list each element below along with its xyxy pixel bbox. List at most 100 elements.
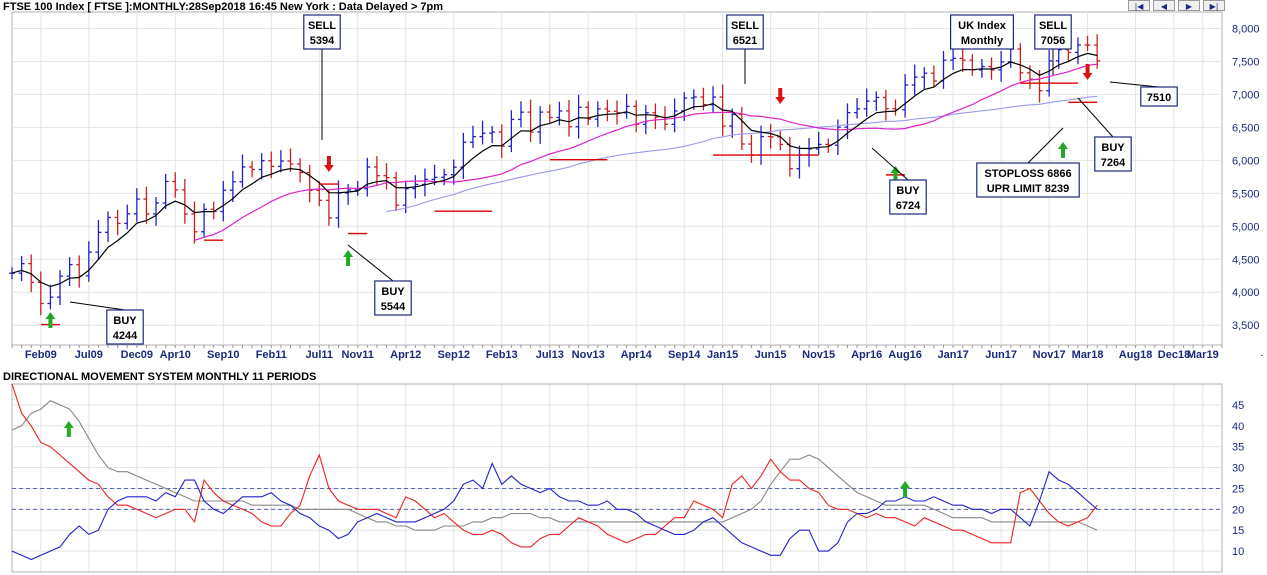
callout-text: SELL [731,20,759,32]
ohlc-bar [316,181,323,207]
callout-text: 4244 [113,330,138,342]
ohlc-bar [306,164,313,203]
x-tick-label: Apr10 [160,349,191,361]
ohlc-bar [393,171,400,212]
ohlc-bar [882,89,889,121]
x-tick-label: Apr14 [621,349,653,361]
x-tick-label: Sep10 [207,349,239,361]
ohlc-bar [854,97,861,119]
callout-line [1077,97,1114,138]
ohlc-bar [325,189,332,226]
callout-text: BUY [896,185,920,197]
sell-signal-arrow [323,156,334,172]
ohlc-bar [57,270,64,306]
y-tick-label: 7,000 [1232,89,1260,101]
ohlc-bar [930,65,937,87]
sell-signal-arrow [775,88,786,104]
ohlc-bar [585,101,592,126]
ohlc-bar [642,105,649,135]
ohlc-bar [565,100,572,137]
ohlc-bar [604,99,611,122]
buy-signal-label: BUY 5544 [347,244,412,316]
ohlc-bar [1094,34,1101,69]
ohlc-bar [450,159,457,185]
nav-prev-button[interactable]: ◀ [1153,0,1175,11]
x-tick-label: Nov17 [1033,349,1066,361]
x-tick-label: Nov13 [572,349,605,361]
buy-signal-label: BUY 7264 [1077,97,1132,172]
y-tick-label: 3,500 [1232,320,1260,332]
ohlc-bar [527,99,534,142]
ohlc-bar [652,103,659,129]
x-tick-label: Apr16 [851,349,882,361]
nav-first-button[interactable]: |◀ [1128,0,1150,11]
x-tick-label: Nov11 [342,349,374,361]
x-tick-label: Dec09 [121,349,153,361]
ohlc-bar [133,188,140,222]
callout-text: 7510 [1147,92,1171,104]
ohlc-bar [18,256,25,282]
ohlc-bar [172,172,179,198]
ohlc-bar [594,101,601,128]
sell-signal-arrow [1082,64,1093,80]
callout-text: 5544 [381,301,406,313]
ohlc-bar [345,183,352,205]
x-tick-label: Jun17 [985,349,1017,361]
y-tick-label: 8,000 [1232,23,1260,35]
uk-index-label: UK Index Monthly [949,14,1014,50]
mid-moving-average-line [194,63,1098,241]
ohlc-bar [537,106,544,144]
callout-text: UPR LIMIT 8239 [987,183,1070,195]
long-moving-average-line [386,95,1098,213]
ohlc-bar [258,153,265,180]
ohlc-bar [767,124,774,149]
ohlc-bar [47,284,54,310]
dms-y-tick-label: 45 [1232,400,1244,412]
x-tick-label: Sep14 [668,349,701,361]
ohlc-bar [201,203,208,238]
ohlc-bar [153,197,160,226]
x-tick-label: Sep12 [438,349,470,361]
x-tick-label: Jul11 [306,349,334,361]
callout-box [949,14,1014,50]
nav-last-button[interactable]: ▶| [1203,0,1225,11]
x-tick-label: Jan17 [938,349,969,361]
callout-box [106,309,144,345]
y-tick-label: 4,500 [1232,254,1260,266]
dms-y-tick-label: 25 [1232,483,1244,495]
ohlc-bar [373,156,380,186]
adx-line [11,400,1098,531]
last-price-label: 7510 [1109,81,1178,107]
dms-panel [11,383,1223,573]
nav-next-button[interactable]: ▶ [1178,0,1200,11]
sell-signal-label: SELL 7056 [1034,14,1072,75]
ohlc-bar [239,154,246,188]
ohlc-bar [902,74,909,118]
ohlc-bar [124,204,131,230]
ohlc-bar [517,101,524,128]
buy-signal-label: BUY 4244 [69,301,144,345]
x-tick-label: Jul13 [536,349,564,361]
dms-y-tick-label: 35 [1232,442,1244,454]
callout-text: STOPLOSS 6866 [984,168,1071,180]
stoploss-label: STOPLOSS 6866 UPR LIMIT 8239 [976,127,1080,198]
ohlc-bar [249,161,256,178]
ohlc-bar [556,101,563,126]
buy-signal-arrow [45,312,56,328]
callout-text: 6521 [733,35,757,47]
callout-box [1094,136,1132,172]
callout-text: UK Index [958,20,1007,32]
ohlc-bar [950,47,957,71]
x-tick-label: Jan15 [707,349,738,361]
dms-buy-arrow [63,421,74,437]
sell-signal-label: SELL 6521 [726,14,764,84]
ohlc-bar [220,180,227,222]
x-tick-label: Jul09 [75,349,103,361]
ohlc-bar [508,110,515,153]
ohlc-bar [873,91,880,111]
dms-y-tick-label: 15 [1232,525,1244,537]
callout-text: BUY [113,315,137,327]
ohlc-bar [95,219,102,261]
ohlc-bar [479,120,486,145]
